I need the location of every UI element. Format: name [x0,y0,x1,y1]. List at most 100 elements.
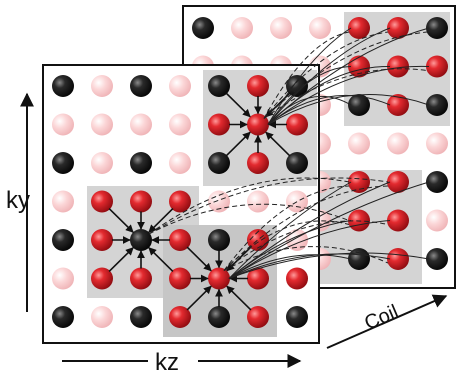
front-sample-pink-r6-c1 [91,306,113,328]
back-sample-pink-r3-c4 [348,132,370,155]
back-sample-red-r6-c5 [387,248,409,270]
top-solid-link-0 [267,27,352,125]
center-dashed-link-0 [223,185,350,271]
front-sample-red-r4-c3 [169,229,191,251]
front-sample-pink-r0-c3 [169,75,191,97]
kernel-left-arrow-7 [148,247,174,273]
front-sample-black-r2-c2 [130,152,152,174]
back-sample-black-r0-c0 [192,17,214,39]
top-solid-link-5 [267,65,430,125]
front-sample-pink-r2-c3 [169,152,191,174]
front-sample-red-r5-c6 [286,267,308,290]
coil-axis-arrow [326,294,448,349]
back-sample-red-r0-c4 [348,17,370,39]
front-sample-pink-r1-c0 [52,113,74,136]
center-solid-link-3 [228,220,352,279]
center-solid-link-2 [228,181,430,279]
front-sample-pink-r3-c5 [247,190,269,213]
top-dashed-link-2 [263,31,428,119]
back-sample-black-r0-c6 [426,17,448,39]
left-dashed-link-2 [148,203,350,235]
back-sample-red-r2-c5 [387,94,409,116]
front-sample-red-r1-c5 [247,113,269,136]
back-sample-red-r1-c6 [426,55,448,78]
back-sample-red-r0-c5 [387,17,409,39]
kernel-left-arrow-2 [148,207,174,233]
front-sample-red-r3-c1 [91,190,113,213]
center-solid-link-7 [228,252,430,279]
front-sample-red-r0-c5 [247,75,269,97]
front-sample-red-r3-c3 [169,190,191,213]
front-sample-red-r5-c2 [130,267,152,290]
front-sample-black-r6-c6 [286,306,308,328]
front-sample-black-r6-c4 [208,306,230,328]
front-sample-red-r5-c4 [208,267,230,290]
front-sample-black-r4-c2 [130,229,152,251]
center-solid-link-0 [228,181,352,279]
front-sample-black-r0-c2 [130,75,152,97]
top-dashed-link-0 [263,31,350,119]
kernel-center-arrow-7 [226,285,252,311]
front-sample-pink-r1-c2 [130,113,152,136]
front-sample-black-r0-c0 [52,75,74,97]
back-sample-black-r6-c6 [426,248,448,270]
front-sample-red-r3-c2 [130,190,152,213]
front-sample-red-r6-c3 [169,306,191,328]
back-sample-red-r5-c5 [387,209,409,232]
kernel-left-arrow-5 [108,247,134,273]
top-solid-link-7 [267,95,391,125]
back-sample-black-r4-c6 [426,171,448,193]
front-sample-red-r5-c5 [247,267,269,290]
center-dashed-link-3 [223,220,389,271]
left-dashed-link-1 [148,177,389,235]
front-sample-pink-r5-c0 [52,267,74,290]
front-sample-pink-r2-c1 [91,152,113,174]
back-sample-pink-r3-c6 [426,132,448,155]
top-dashed-link-3 [263,68,428,119]
back-sample-red-r1-c5 [387,55,409,78]
front-sample-red-r1-c4 [208,113,230,136]
top-solid-link-6 [267,95,352,125]
kernel-arrows [108,92,291,311]
left-dashed-link-0 [148,177,350,235]
front-sample-black-r0-c6 [286,75,308,97]
kernel-center-arrow-5 [186,285,212,311]
front-sample-pink-r3-c0 [52,190,74,213]
back-sample-red-r4-c4 [348,171,370,193]
front-sample-pink-r1-c3 [169,113,191,136]
back-sample-pink-r0-c2 [270,17,292,39]
back-sample-red-r4-c5 [387,171,409,193]
coil-axis-label: Coil [361,301,401,335]
ky-axis-label: ky [6,187,30,214]
top-solid-link-1 [267,27,391,125]
back-sample-pink-r3-c5 [387,132,409,155]
front-sample-black-r6-c2 [130,306,152,328]
kernel-left-arrow-0 [108,207,134,233]
front-sample-black-r4-c0 [52,229,74,251]
back-sample-pink-r0-c3 [309,17,331,39]
front-sample-pink-r3-c4 [208,190,230,213]
front-sample-red-r5-c1 [91,267,113,290]
top-dashed-link-1 [263,31,389,119]
top-solid-link-8 [267,94,430,125]
back-sample-black-r2-c6 [426,94,448,116]
center-solid-link-4 [228,220,391,279]
front-sample-grid [52,75,308,328]
center-solid-link-5 [228,254,352,279]
front-coil-panel [42,64,320,344]
front-sample-red-r6-c5 [247,306,269,328]
front-sample-black-r2-c0 [52,152,74,174]
front-sample-black-r2-c6 [286,152,308,174]
front-sample-pink-r1-c1 [91,113,113,136]
center-dashed-link-2 [223,220,350,271]
front-sample-red-r5-c3 [169,267,191,290]
kernel-top-arrow-5 [225,131,251,157]
front-sample-red-r2-c5 [247,152,269,174]
back-sample-pink-r5-c6 [426,209,448,232]
kernel-top-arrow-7 [265,131,291,157]
cross-coil-connections [148,27,430,279]
kernel-center-arrow-0 [186,246,212,272]
top-solid-link-3 [267,66,352,125]
front-sample-black-r2-c4 [208,152,230,174]
